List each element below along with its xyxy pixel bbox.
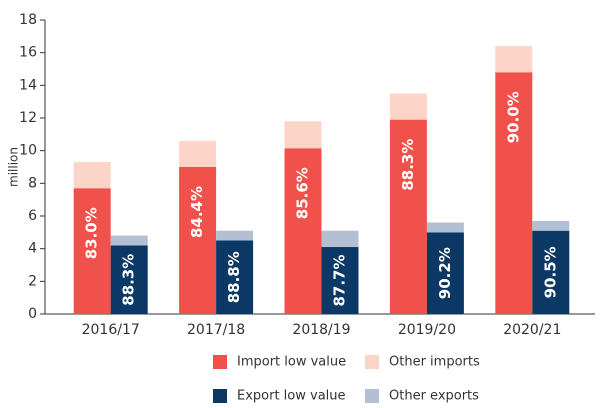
- x-tick-label: 2020/21: [503, 322, 561, 338]
- bar-segment: [426, 222, 464, 233]
- bar-segment: [532, 230, 570, 314]
- bar-segment: [495, 72, 533, 315]
- share-label: 90.0%: [504, 91, 522, 143]
- share-label: 83.0%: [83, 207, 101, 259]
- x-tick-label: 2018/19: [292, 322, 350, 338]
- y-tick-label: 18: [19, 12, 37, 28]
- legend-swatch: [213, 355, 227, 369]
- share-label: 88.3%: [120, 254, 138, 306]
- bar-segment: [321, 247, 359, 314]
- share-label: 84.4%: [188, 186, 206, 238]
- y-tick-label: 12: [19, 110, 37, 126]
- legend-label: Export low value: [237, 389, 346, 404]
- bar-segment: [284, 121, 322, 149]
- bar-segment: [110, 245, 148, 314]
- bar-segment: [216, 240, 254, 314]
- y-tick-label: 6: [28, 208, 37, 224]
- share-label: 87.7%: [331, 254, 349, 306]
- bar-segment: [216, 230, 254, 241]
- y-axis-label: million: [7, 147, 21, 187]
- bar-segment: [284, 148, 322, 314]
- legend-swatch: [213, 389, 227, 403]
- bar-segment: [110, 235, 148, 246]
- x-tick-label: 2016/17: [82, 322, 140, 338]
- y-tick-label: 2: [28, 273, 37, 289]
- bar-segment: [73, 188, 111, 314]
- share-label: 88.8%: [225, 251, 243, 303]
- x-tick-label: 2019/20: [398, 322, 456, 338]
- y-tick-label: 8: [28, 175, 37, 191]
- y-tick-label: 14: [19, 77, 37, 93]
- legend-swatch: [365, 389, 379, 403]
- y-tick-label: 16: [19, 45, 37, 61]
- share-label: 90.5%: [541, 246, 559, 298]
- share-label: 90.2%: [436, 247, 454, 299]
- bar-segment: [179, 140, 217, 167]
- legend-label: Other exports: [389, 389, 479, 404]
- y-tick-label: 0: [28, 306, 37, 322]
- legend-swatch: [365, 355, 379, 369]
- x-tick-label: 2017/18: [187, 322, 245, 338]
- bar-segment: [73, 162, 111, 189]
- bar-segment: [389, 119, 427, 314]
- legend-label: Other imports: [389, 355, 480, 370]
- bar-segment: [321, 230, 359, 248]
- share-label: 88.3%: [399, 139, 417, 191]
- y-tick-label: 4: [28, 241, 37, 257]
- y-tick-label: 10: [19, 143, 37, 159]
- bar-segment: [426, 232, 464, 314]
- bar-segment: [495, 46, 533, 73]
- bar-segment: [389, 93, 427, 120]
- bar-segment: [532, 220, 570, 231]
- legend-label: Import low value: [237, 355, 346, 370]
- bar-segment: [179, 167, 217, 314]
- share-label: 85.6%: [294, 167, 312, 219]
